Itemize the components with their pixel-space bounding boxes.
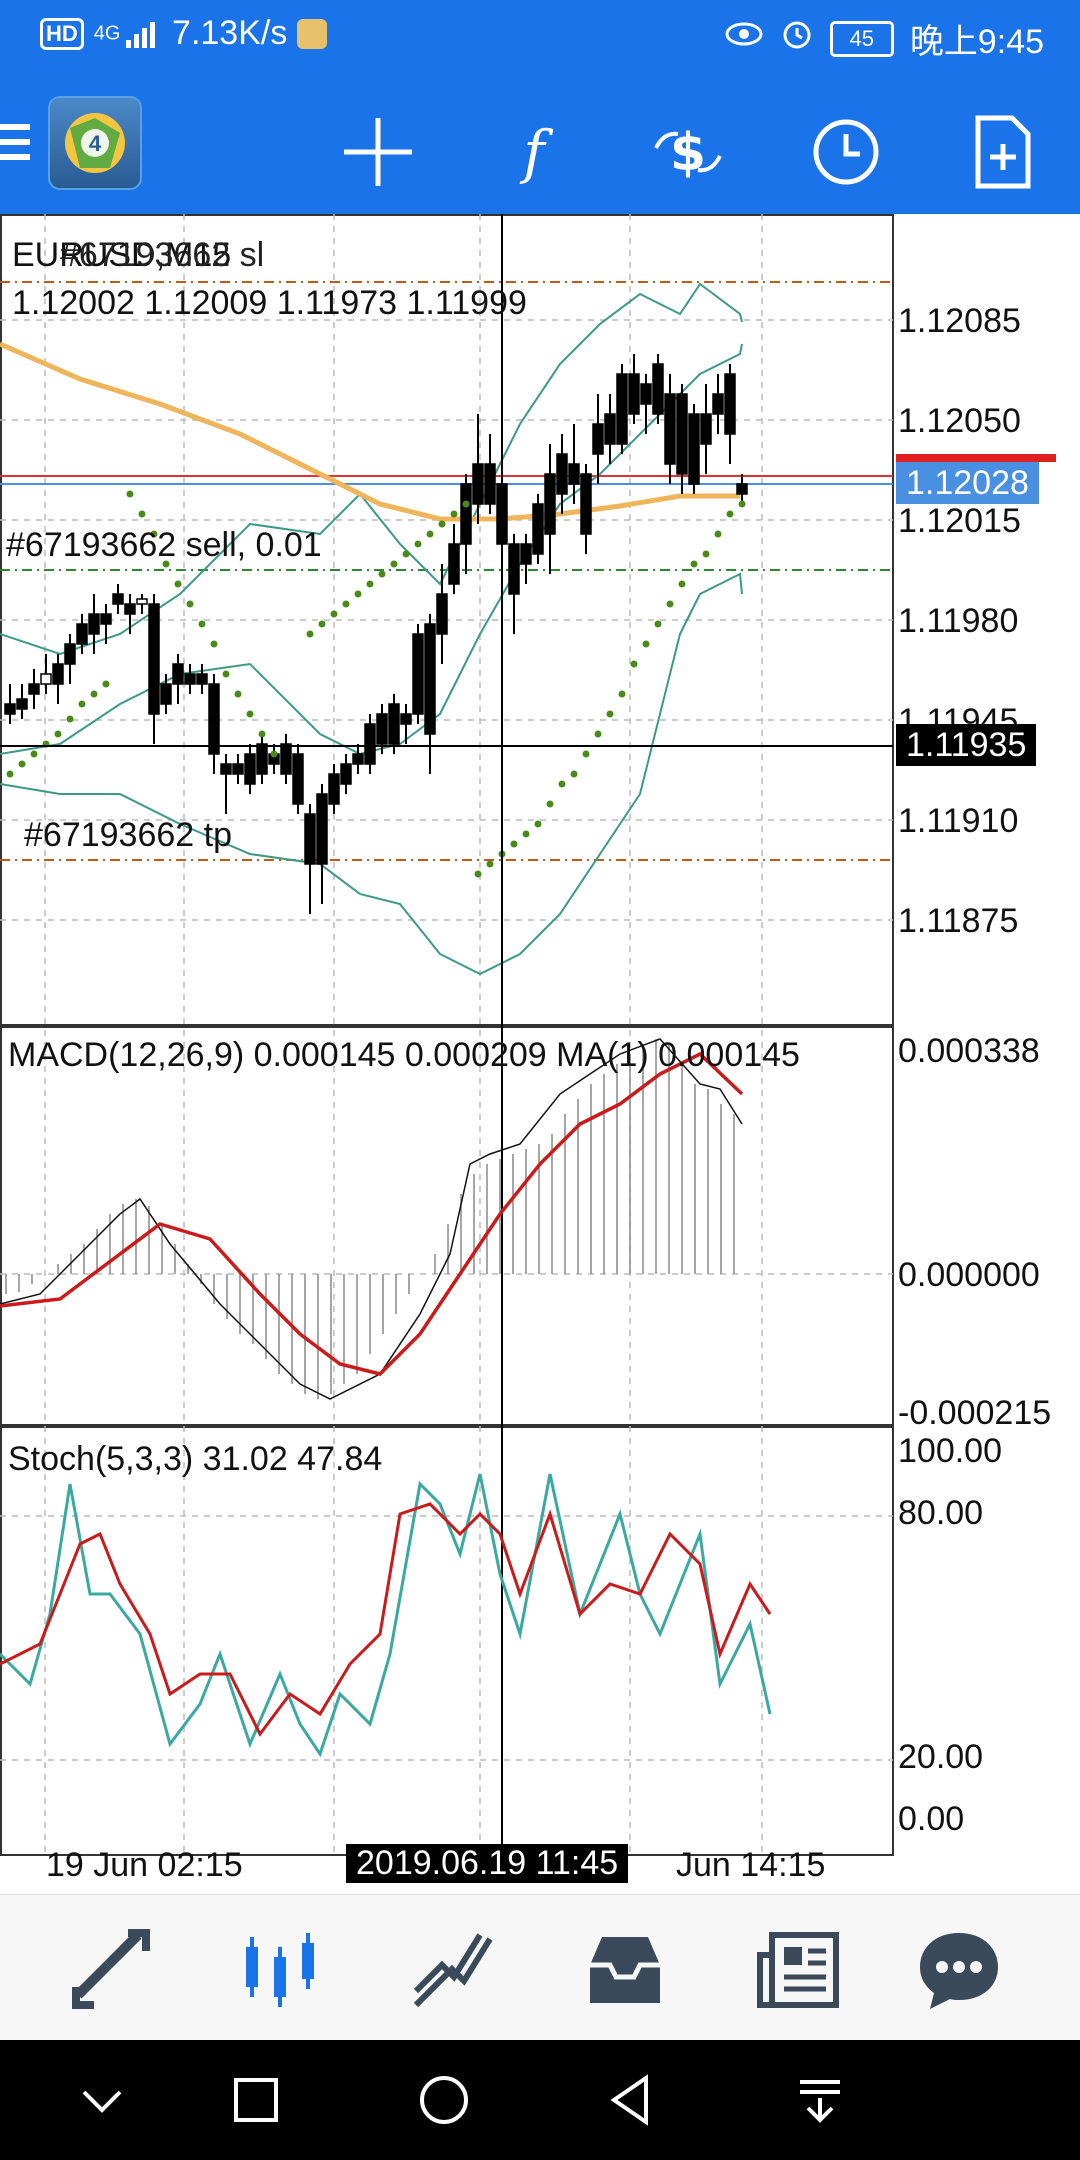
price-axis-2: 1.12050 xyxy=(898,402,1021,440)
trade-nav-icon[interactable] xyxy=(408,1925,498,2015)
macd-label: MACD(12,26,9) 0.000145 0.000209 MA(1) 0.… xyxy=(8,1036,800,1074)
chart-icon[interactable] xyxy=(236,1925,326,2015)
ask-price-marker xyxy=(896,454,1056,462)
new-document-icon[interactable] xyxy=(962,112,1042,192)
macd-axis-top: 0.000338 xyxy=(898,1032,1040,1070)
notification-shade-icon[interactable] xyxy=(790,2070,850,2130)
time-axis-right: Jun 14:15 xyxy=(676,1846,826,1884)
recent-apps-icon[interactable] xyxy=(226,2070,286,2130)
alarm-icon xyxy=(780,17,814,60)
svg-text:f: f xyxy=(519,118,554,186)
svg-text:4: 4 xyxy=(89,131,102,156)
function-icon[interactable]: f xyxy=(494,112,574,192)
stoch-axis-0: 0.00 xyxy=(898,1800,965,1838)
stoch-axis-100: 100.00 xyxy=(898,1432,1002,1470)
clock-time: 晚上9:45 xyxy=(909,23,1044,61)
hd-badge: HD xyxy=(40,17,84,50)
price-axis-1: 1.12085 xyxy=(898,302,1021,340)
tp-order-label[interactable]: #67193662 tp xyxy=(24,816,232,854)
macd-axis-bottom: -0.000215 xyxy=(898,1394,1052,1432)
bottom-navigation xyxy=(0,1894,1080,2041)
history-icon[interactable] xyxy=(580,1925,670,2015)
sell-order-label[interactable]: #67193662 sell, 0.01 xyxy=(6,526,322,564)
chevron-down-icon[interactable] xyxy=(72,2070,132,2130)
quotes-icon[interactable] xyxy=(68,1925,158,2015)
time-axis-left: 19 Jun 02:15 xyxy=(46,1846,243,1884)
macd-axis-zero: 0.000000 xyxy=(898,1256,1040,1294)
home-icon[interactable] xyxy=(414,2070,474,2130)
toolbar: 4 f $ xyxy=(0,72,1080,214)
chat-icon[interactable] xyxy=(914,1925,1004,2015)
status-bar: HD 4G 7.13K/s 45 晚上9:45 xyxy=(0,0,1080,72)
trade-icon[interactable]: $ xyxy=(648,112,728,192)
crosshair-price-tag: 1.11935 xyxy=(896,724,1037,766)
menu-icon[interactable] xyxy=(0,124,30,166)
symbol-label: EURUSD,M15 xyxy=(12,236,232,274)
signal-icon: 4G xyxy=(94,20,162,48)
stoch-label: Stoch(5,3,3) 31.02 47.84 xyxy=(8,1440,383,1478)
network-speed: 7.13K/s xyxy=(172,14,288,52)
eye-icon xyxy=(724,19,764,58)
chart-area[interactable]: EURUSD,M15 #67193662 sl 1.12002 1.12009 … xyxy=(0,214,1080,1894)
price-axis-3: 1.12015 xyxy=(898,502,1021,540)
stoch-axis-20: 20.00 xyxy=(898,1738,984,1776)
network-type: 4G xyxy=(93,21,121,44)
ohlc-values: 1.12002 1.12009 1.11973 1.11999 xyxy=(12,284,527,322)
stoch-axis-80: 80.00 xyxy=(898,1494,984,1532)
chart-canvas[interactable] xyxy=(0,214,1080,1894)
app-notification-icon xyxy=(297,18,328,49)
back-icon[interactable] xyxy=(602,2070,662,2130)
price-axis-6: 1.11910 xyxy=(898,802,1019,840)
price-axis-7: 1.11875 xyxy=(898,902,1019,940)
system-navigation-bar xyxy=(0,2040,1080,2160)
news-icon[interactable] xyxy=(754,1925,844,2015)
parabolic-sar xyxy=(6,490,746,878)
bid-price-tag: 1.12028 xyxy=(896,462,1039,504)
time-axis-center: 2019.06.19 11:45 xyxy=(346,1844,629,1883)
clock-icon[interactable] xyxy=(806,112,886,192)
crosshair-icon[interactable] xyxy=(338,112,418,192)
metatrader-logo[interactable]: 4 xyxy=(50,98,140,188)
price-axis-4: 1.11980 xyxy=(898,602,1019,640)
battery-icon: 45 xyxy=(829,20,894,57)
sl-label: #67193662 sl xyxy=(60,236,265,274)
